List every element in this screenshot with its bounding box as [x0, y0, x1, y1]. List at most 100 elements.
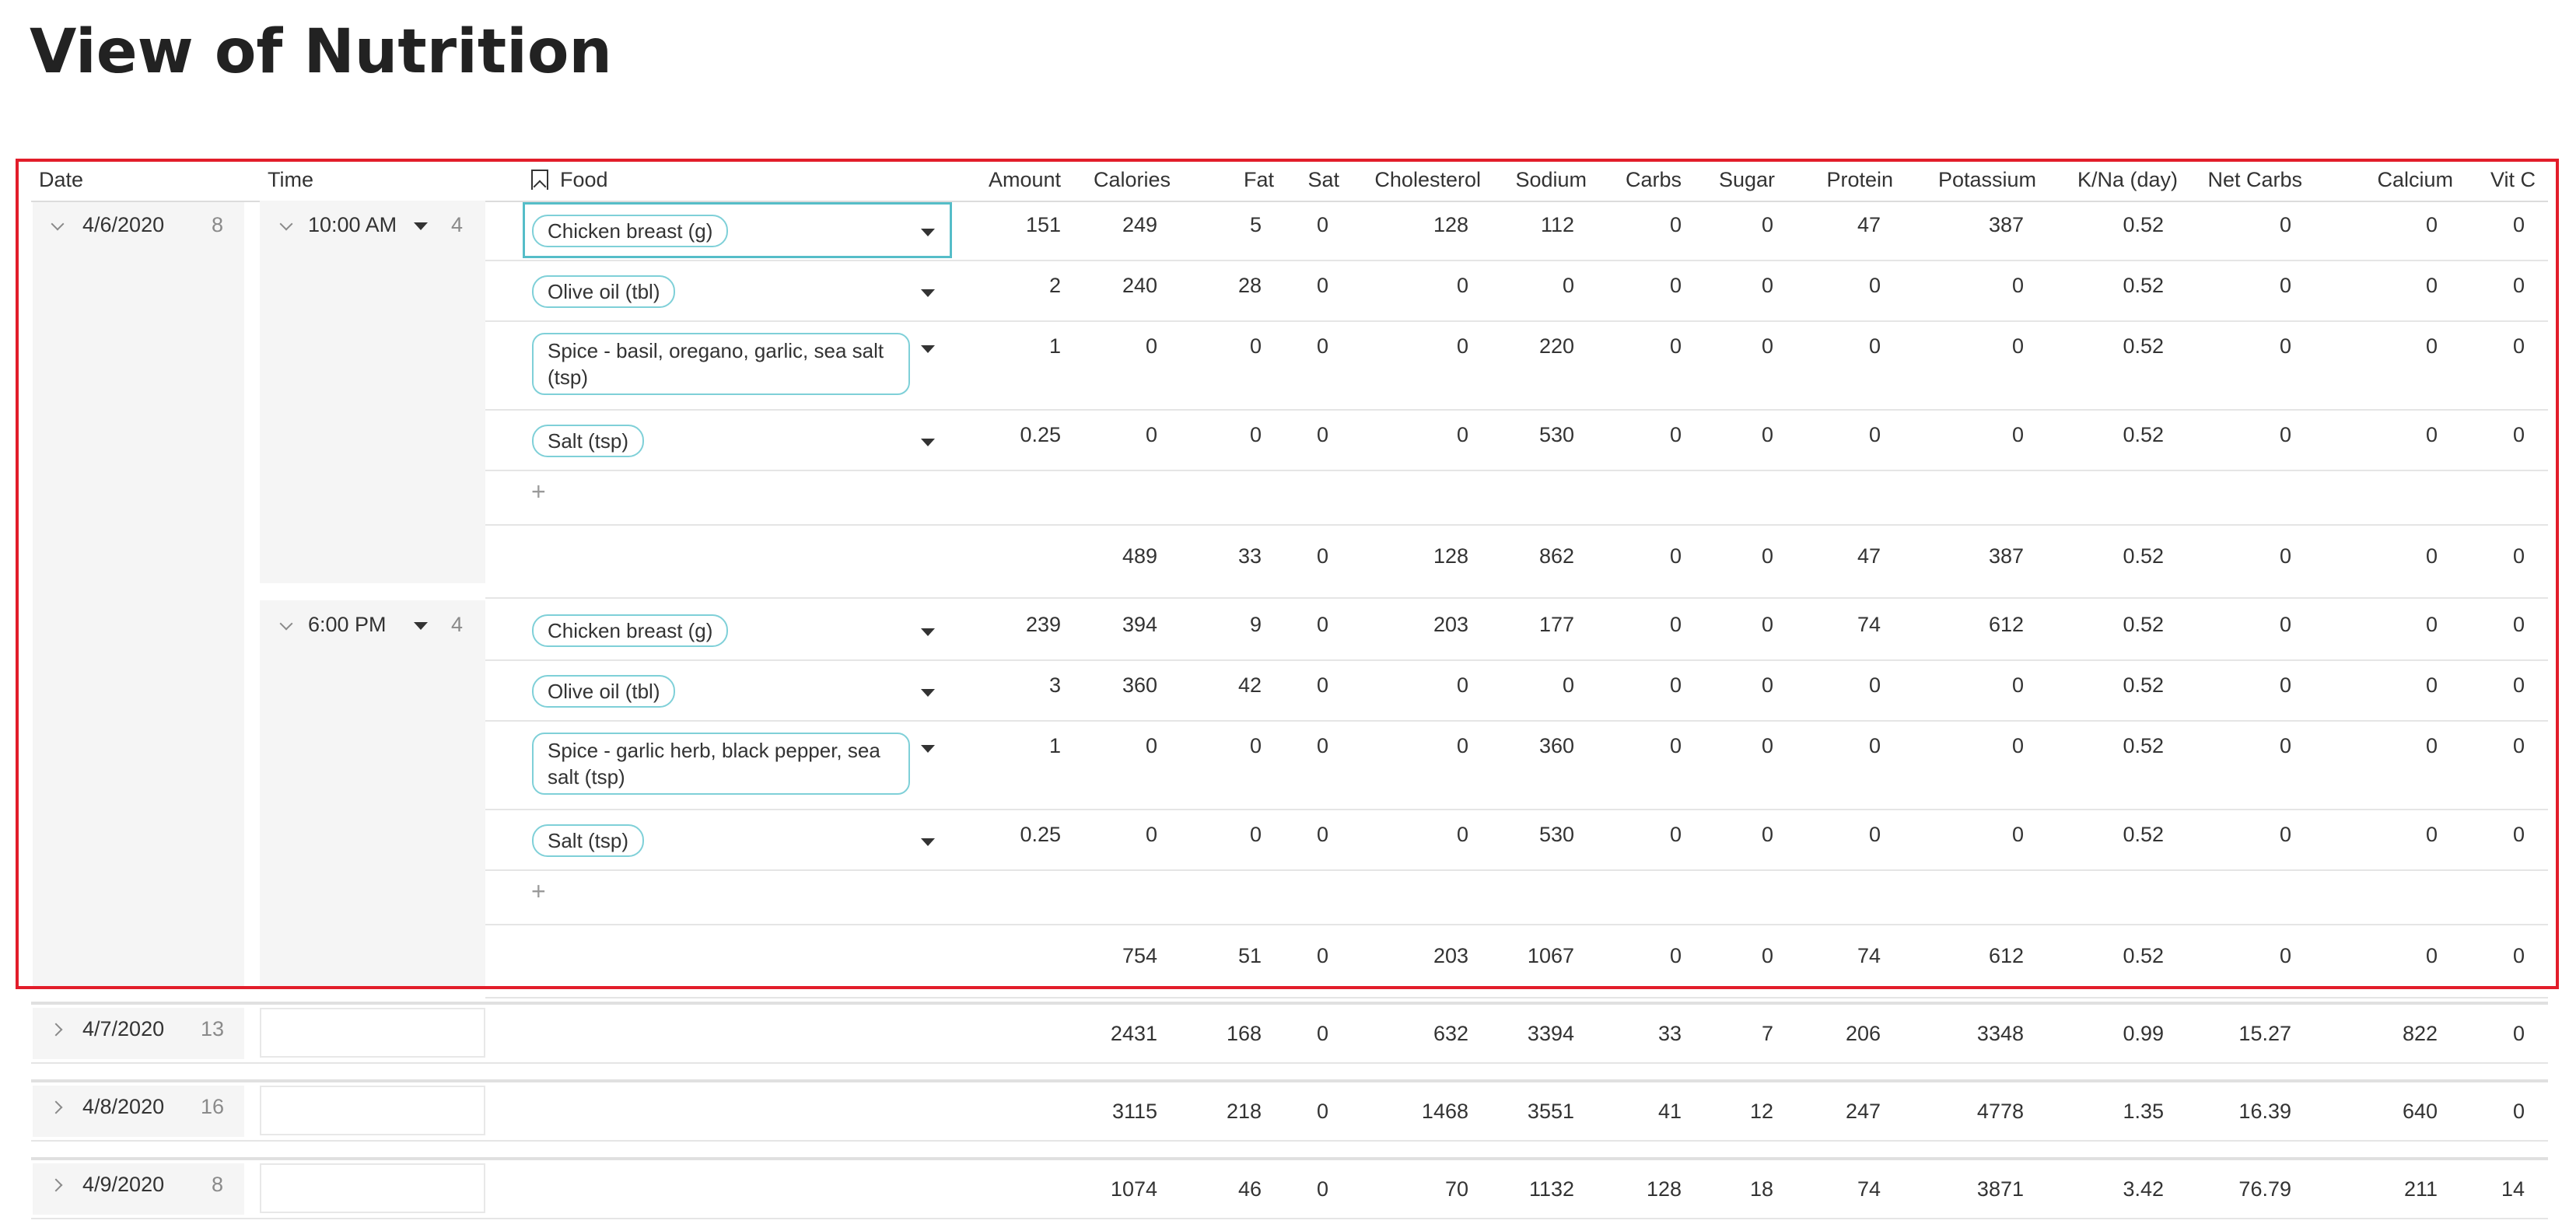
food-dropdown-caret-icon[interactable] [921, 745, 935, 753]
food-row-kna: 0.52 [2123, 274, 2164, 297]
food-row-amount: 0.25 [1020, 423, 1061, 446]
time-group-count: 4 [451, 613, 464, 636]
food-row-net-carbs: 0 [2279, 423, 2291, 446]
row-divider [485, 320, 2548, 322]
column-header-calcium[interactable]: Calcium [2377, 168, 2453, 191]
time-summary-calories: 489 [1122, 544, 1157, 568]
column-header-potassium[interactable]: Potassium [1937, 168, 2036, 191]
food-tag[interactable]: Spice - basil, oregano, garlic, sea salt… [532, 333, 910, 395]
food-tag[interactable]: Salt (tsp) [532, 425, 645, 457]
food-row-net-carbs: 0 [2279, 673, 2291, 697]
food-dropdown-caret-icon[interactable] [921, 689, 935, 697]
food-row-sugar: 0 [1761, 734, 1773, 757]
time-cell-border [260, 1008, 485, 1058]
food-tag[interactable]: Salt (tsp) [532, 824, 645, 857]
date-group-panel [33, 1086, 244, 1137]
food-row-potassium: 0 [2011, 823, 2024, 846]
food-row-calcium: 0 [2425, 274, 2438, 297]
food-row-cholesterol: 0 [1456, 734, 1468, 757]
date-summary-vitc: 0 [2512, 1100, 2525, 1123]
food-row-vitc: 0 [2512, 213, 2525, 236]
column-header-sugar[interactable]: Sugar [1718, 168, 1775, 191]
food-row-amount: 3 [1048, 673, 1061, 697]
food-row-sat: 0 [1316, 213, 1328, 236]
food-row-vitc: 0 [2512, 673, 2525, 697]
food-row-kna: 0.52 [2123, 213, 2164, 236]
food-tag[interactable]: Chicken breast (g) [532, 614, 729, 647]
column-header-vitc[interactable]: Vit C [2490, 168, 2536, 191]
column-header-date[interactable]: Date [39, 168, 84, 191]
date-summary-sugar: 12 [1749, 1100, 1773, 1123]
food-dropdown-caret-icon[interactable] [921, 229, 935, 236]
table-header: Date Time Food Amount Calories Fat Sat Choleste… [31, 159, 2548, 202]
row-divider [485, 659, 2548, 661]
food-row-net-carbs: 0 [2279, 823, 2291, 846]
date-summary-kna: 3.42 [2123, 1177, 2164, 1201]
time-summary-cholesterol: 128 [1433, 544, 1468, 568]
column-header-net-carbs[interactable]: Net Carbs [2207, 168, 2302, 191]
column-header-calories[interactable]: Calories [1093, 168, 1171, 191]
food-row-carbs: 0 [1669, 274, 1682, 297]
column-header-sodium[interactable]: Sodium [1515, 168, 1587, 191]
food-row-carbs: 0 [1669, 334, 1682, 358]
time-summary-cholesterol: 203 [1433, 944, 1468, 967]
food-row-amount: 2 [1048, 274, 1061, 297]
food-row-net-carbs: 0 [2279, 334, 2291, 358]
food-row-calcium: 0 [2425, 213, 2438, 236]
food-dropdown-caret-icon[interactable] [921, 345, 935, 353]
date-summary-calories: 1074 [1110, 1177, 1157, 1201]
food-row-potassium: 0 [2011, 734, 2024, 757]
food-row-protein: 0 [1868, 274, 1881, 297]
caret-down-icon[interactable] [414, 622, 428, 630]
date-summary-sat: 0 [1316, 1100, 1328, 1123]
time-summary-sugar: 0 [1761, 944, 1773, 967]
food-row-fat: 0 [1249, 734, 1262, 757]
caret-down-icon[interactable] [414, 222, 428, 230]
date-summary-net-carbs: 15.27 [2238, 1022, 2291, 1045]
date-summary-cholesterol: 1468 [1421, 1100, 1468, 1123]
food-row-net-carbs: 0 [2279, 734, 2291, 757]
column-header-carbs[interactable]: Carbs [1625, 168, 1682, 191]
column-header-cholesterol[interactable]: Cholesterol [1374, 168, 1481, 191]
column-header-kna[interactable]: K/Na (day) [2077, 168, 2178, 191]
row-divider [485, 924, 2548, 925]
food-tag[interactable]: Olive oil (tbl) [532, 675, 676, 708]
row-divider [485, 997, 2548, 998]
date-summary-potassium: 3871 [1976, 1177, 2024, 1201]
food-dropdown-caret-icon[interactable] [921, 838, 935, 846]
column-header-amount[interactable]: Amount [988, 168, 1061, 191]
food-row-vitc: 0 [2512, 334, 2525, 358]
date-summary-calories: 3115 [1111, 1100, 1157, 1123]
date-group-count: 8 [212, 213, 224, 236]
food-tag[interactable]: Chicken breast (g) [532, 215, 729, 247]
date-summary-calcium: 640 [2402, 1100, 2438, 1123]
add-row-button[interactable]: + [531, 877, 546, 905]
add-row-button[interactable]: + [531, 477, 546, 505]
food-dropdown-caret-icon[interactable] [921, 289, 935, 297]
food-tag[interactable]: Spice - garlic herb, black pepper, sea s… [532, 733, 910, 795]
food-row-calories: 394 [1122, 613, 1157, 636]
column-header-sat[interactable]: Sat [1307, 168, 1339, 191]
food-row-protein: 0 [1868, 823, 1881, 846]
time-summary-sat: 0 [1316, 544, 1328, 568]
column-header-food[interactable]: Food [560, 168, 608, 191]
food-row-fat: 0 [1249, 423, 1262, 446]
time-summary-sodium: 862 [1538, 544, 1574, 568]
food-dropdown-caret-icon[interactable] [921, 439, 935, 446]
column-header-protein[interactable]: Protein [1826, 168, 1893, 191]
column-header-time[interactable]: Time [268, 168, 313, 191]
food-row-potassium: 0 [2011, 274, 2024, 297]
food-row-carbs: 0 [1669, 673, 1682, 697]
food-tag[interactable]: Olive oil (tbl) [532, 275, 676, 308]
column-header-fat[interactable]: Fat [1243, 168, 1274, 191]
date-summary-protein: 247 [1845, 1100, 1881, 1123]
food-row-calories: 249 [1122, 213, 1157, 236]
time-cell-border [260, 1086, 485, 1135]
food-row-cholesterol: 0 [1456, 823, 1468, 846]
time-summary-kna: 0.52 [2123, 944, 2164, 967]
food-dropdown-caret-icon[interactable] [921, 628, 935, 636]
date-summary-sat: 0 [1316, 1177, 1328, 1201]
food-row-fat: 5 [1249, 213, 1262, 236]
food-row-calcium: 0 [2425, 334, 2438, 358]
food-row-sat: 0 [1316, 274, 1328, 297]
